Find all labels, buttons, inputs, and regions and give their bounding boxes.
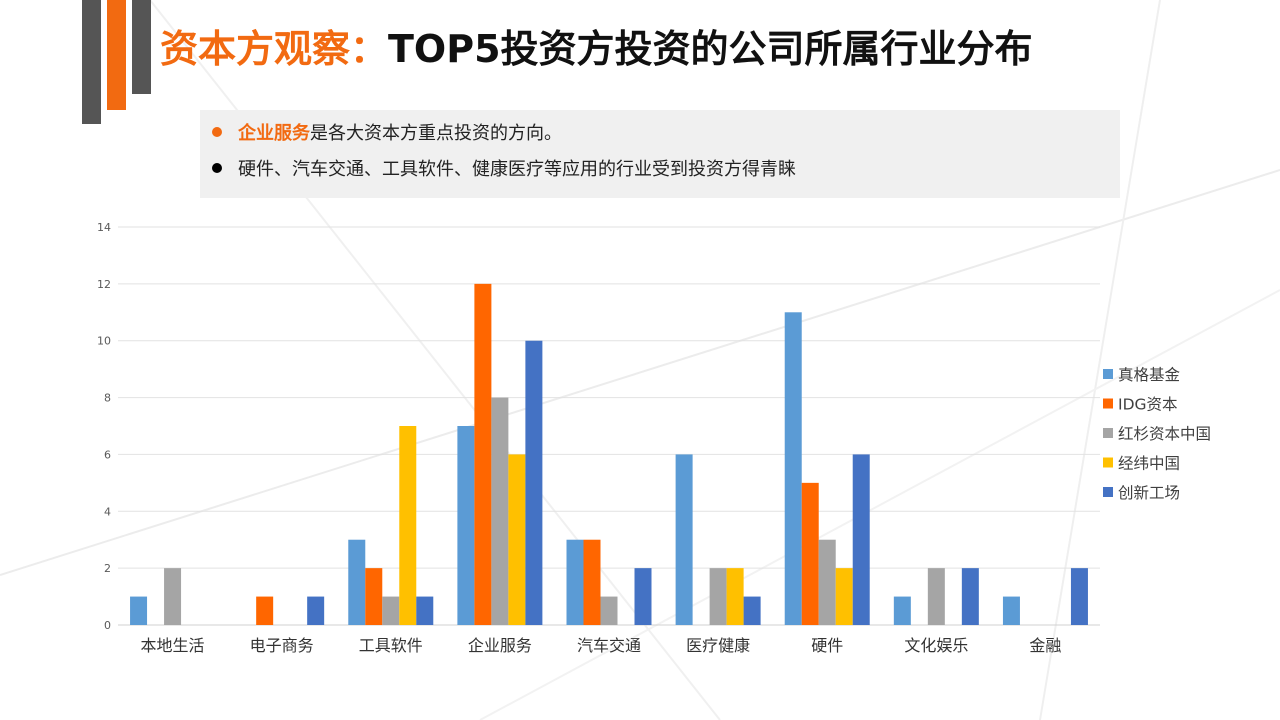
summary-callout: 企业服务是各大资本方重点投资的方向。 硬件、汽车交通、工具软件、健康医疗等应用的… — [200, 110, 1120, 198]
bar — [474, 283, 492, 625]
x-tick-label: 工具软件 — [359, 636, 423, 655]
bullet-dot-black — [212, 163, 222, 173]
legend-swatch — [1103, 398, 1113, 409]
bar — [726, 568, 744, 625]
legend-label: 真格基金 — [1118, 366, 1181, 384]
bar — [801, 482, 819, 625]
page-title-main: TOP5投资方投资的公司所属行业分布 — [388, 27, 1033, 71]
bar — [399, 426, 417, 625]
bar — [164, 568, 182, 625]
legend-swatch — [1103, 369, 1113, 379]
bar — [675, 454, 693, 625]
bar — [1070, 568, 1088, 625]
y-tick-label: 8 — [104, 392, 111, 405]
x-tick-label: 医疗健康 — [686, 636, 750, 655]
bar — [1002, 596, 1020, 625]
bar — [457, 426, 475, 625]
y-tick-label: 0 — [104, 619, 111, 632]
bullet-dot-orange — [212, 127, 222, 137]
y-tick-label: 12 — [97, 278, 111, 291]
bar — [634, 568, 652, 625]
bar — [566, 539, 584, 625]
bar — [835, 568, 853, 625]
bar — [583, 539, 601, 625]
x-tick-label: 硬件 — [811, 636, 843, 655]
bar — [348, 539, 366, 625]
bar — [256, 596, 274, 625]
bar — [365, 568, 383, 625]
bullet-2-text: 硬件、汽车交通、工具软件、健康医疗等应用的行业受到投资方得青睐 — [238, 159, 796, 180]
bar — [600, 596, 618, 625]
bar — [130, 596, 148, 625]
bar — [927, 568, 945, 625]
bullet-2: 硬件、汽车交通、工具软件、健康医疗等应用的行业受到投资方得青睐 — [212, 154, 796, 182]
bullet-1: 企业服务是各大资本方重点投资的方向。 — [212, 118, 562, 146]
bar — [709, 568, 727, 625]
bar — [508, 454, 526, 625]
legend-label: 经纬中国 — [1118, 455, 1180, 473]
decor-bar-orange — [107, 0, 126, 110]
bar — [961, 568, 979, 625]
legend-label: IDG资本 — [1118, 396, 1178, 414]
bar — [491, 397, 509, 625]
y-tick-label: 6 — [104, 448, 111, 461]
x-tick-label: 金融 — [1029, 636, 1061, 655]
decor-bar-dark-left — [82, 0, 101, 124]
legend-swatch — [1103, 428, 1113, 438]
page-title: 资本方观察：TOP5投资方投资的公司所属行业分布 — [160, 18, 1033, 78]
bar — [525, 340, 543, 625]
bar — [893, 596, 911, 625]
legend-label: 创新工场 — [1118, 484, 1180, 502]
decor-bar-dark-right — [132, 0, 151, 94]
y-tick-label: 14 — [97, 221, 111, 234]
bullet-1-text: 企业服务是各大资本方重点投资的方向。 — [238, 119, 562, 145]
x-tick-label: 文化娱乐 — [904, 636, 968, 655]
x-tick-label: 本地生活 — [141, 636, 205, 655]
x-tick-label: 企业服务 — [468, 636, 532, 655]
bar — [382, 596, 400, 625]
legend-label: 红杉资本中国 — [1118, 425, 1211, 443]
legend-swatch — [1103, 457, 1113, 468]
bullet-1-rest: 是各大资本方重点投资的方向。 — [310, 123, 562, 144]
y-tick-label: 2 — [104, 562, 111, 575]
bar — [416, 596, 434, 625]
bullet-1-highlight: 企业服务 — [238, 123, 310, 144]
bar — [852, 454, 870, 625]
bar — [784, 312, 802, 625]
bar — [307, 596, 325, 625]
bar — [743, 596, 761, 625]
page-title-accent: 资本方观察： — [160, 27, 389, 71]
y-tick-label: 4 — [104, 505, 111, 518]
x-tick-label: 电子商务 — [250, 636, 314, 655]
y-tick-label: 10 — [97, 335, 111, 348]
legend-swatch — [1103, 487, 1113, 497]
x-tick-label: 汽车交通 — [577, 636, 641, 655]
bar — [818, 539, 836, 625]
